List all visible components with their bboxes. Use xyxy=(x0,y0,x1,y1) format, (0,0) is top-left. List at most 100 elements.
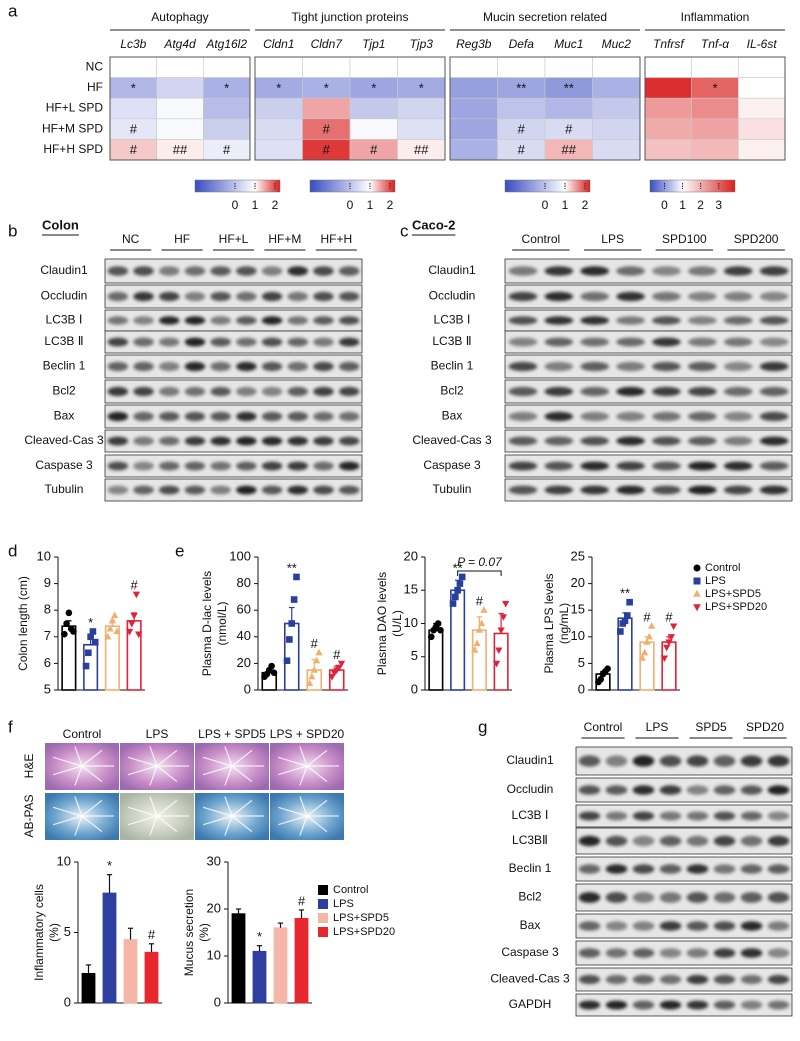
band xyxy=(632,835,655,847)
significance-mark: ** xyxy=(516,80,526,95)
heatmap-cell xyxy=(349,118,398,140)
colorbar xyxy=(309,179,396,193)
tissue-fold xyxy=(202,815,233,826)
band xyxy=(686,948,709,958)
bar xyxy=(273,927,288,1004)
colorbar-tick-label: 0 xyxy=(661,198,668,212)
gene-label: Lc3b xyxy=(120,37,146,51)
significance-mark: # xyxy=(565,122,573,137)
band xyxy=(544,485,574,495)
band xyxy=(578,755,601,767)
data-point xyxy=(452,593,459,601)
tissue-fold xyxy=(74,746,83,767)
band xyxy=(158,386,180,397)
band xyxy=(287,266,309,276)
tissue-fold xyxy=(202,756,233,767)
band xyxy=(578,785,601,795)
band xyxy=(313,361,334,372)
band xyxy=(184,291,206,302)
y-axis-label: (ng/mL) xyxy=(557,603,571,644)
data-point xyxy=(473,639,481,647)
panel-label: f xyxy=(8,717,13,736)
band xyxy=(686,755,709,767)
band xyxy=(767,921,790,931)
data-point xyxy=(624,612,631,619)
band xyxy=(686,785,709,795)
band xyxy=(687,361,717,372)
data-point xyxy=(91,638,99,646)
data-point xyxy=(290,596,298,603)
band xyxy=(759,411,789,422)
y-axis-label: Plasma D-lac levels xyxy=(200,571,214,676)
y-tick-label: 20 xyxy=(404,548,418,563)
band xyxy=(616,266,645,276)
band xyxy=(261,436,283,446)
data-point xyxy=(310,666,318,673)
legend-swatch xyxy=(318,927,328,937)
y-tick-label: 0 xyxy=(411,681,418,696)
band xyxy=(605,948,628,958)
data-point xyxy=(670,623,678,631)
band xyxy=(313,436,334,446)
bar xyxy=(639,641,655,691)
data-point xyxy=(293,573,300,581)
band xyxy=(723,316,753,325)
data-point xyxy=(621,617,629,625)
y-tick-label: 5 xyxy=(411,648,418,663)
blot-strip xyxy=(504,478,793,502)
protein-label: LC3B Ⅰ xyxy=(434,313,471,327)
band xyxy=(287,461,309,471)
heatmap-cell xyxy=(449,139,498,161)
protein-label: Beclin 1 xyxy=(43,359,86,373)
data-point xyxy=(497,627,505,635)
band xyxy=(133,411,154,422)
band xyxy=(686,1000,709,1010)
y-tick-label: 10 xyxy=(207,947,221,962)
band xyxy=(338,411,360,422)
band xyxy=(740,755,763,767)
band xyxy=(659,1000,682,1010)
band xyxy=(652,485,681,495)
tissue-fold xyxy=(81,765,103,783)
band xyxy=(767,785,790,795)
band xyxy=(261,485,283,495)
data-point xyxy=(617,628,624,635)
band xyxy=(723,461,753,471)
significance-mark: ** xyxy=(564,80,574,95)
blot-title: Colon xyxy=(42,217,79,232)
data-point xyxy=(89,628,97,635)
panel-label: g xyxy=(478,717,487,736)
heatmap-cell xyxy=(449,97,498,120)
blot-strip xyxy=(104,330,363,354)
band xyxy=(616,291,645,302)
band xyxy=(686,921,709,931)
bar xyxy=(144,951,159,1004)
band xyxy=(210,386,231,397)
y-tick-label: 15 xyxy=(404,582,418,597)
data-point xyxy=(480,606,488,613)
band xyxy=(740,948,763,958)
band xyxy=(580,337,610,347)
bar xyxy=(231,913,246,1004)
y-tick-label: 8 xyxy=(44,602,51,617)
blot-strip xyxy=(104,478,363,502)
band xyxy=(313,337,334,347)
significance-mark: # xyxy=(298,893,306,908)
protein-label: Claudin1 xyxy=(428,263,476,277)
lane-group-label: SPD200 xyxy=(734,232,779,246)
significance-mark: # xyxy=(518,122,526,137)
heatmap-cell xyxy=(592,77,641,99)
band xyxy=(605,921,628,931)
band xyxy=(759,316,789,325)
colorbar-tick-label: 3 xyxy=(715,198,722,212)
significance-mark: ** xyxy=(287,560,297,575)
data-point xyxy=(130,612,138,620)
band xyxy=(236,316,257,325)
band xyxy=(184,337,206,347)
heatmap-cell xyxy=(497,56,546,78)
protein-label: LC3BⅡ xyxy=(512,833,548,847)
band xyxy=(184,386,206,397)
heatmap-cell xyxy=(738,97,786,120)
band xyxy=(107,386,129,397)
band xyxy=(338,266,360,276)
